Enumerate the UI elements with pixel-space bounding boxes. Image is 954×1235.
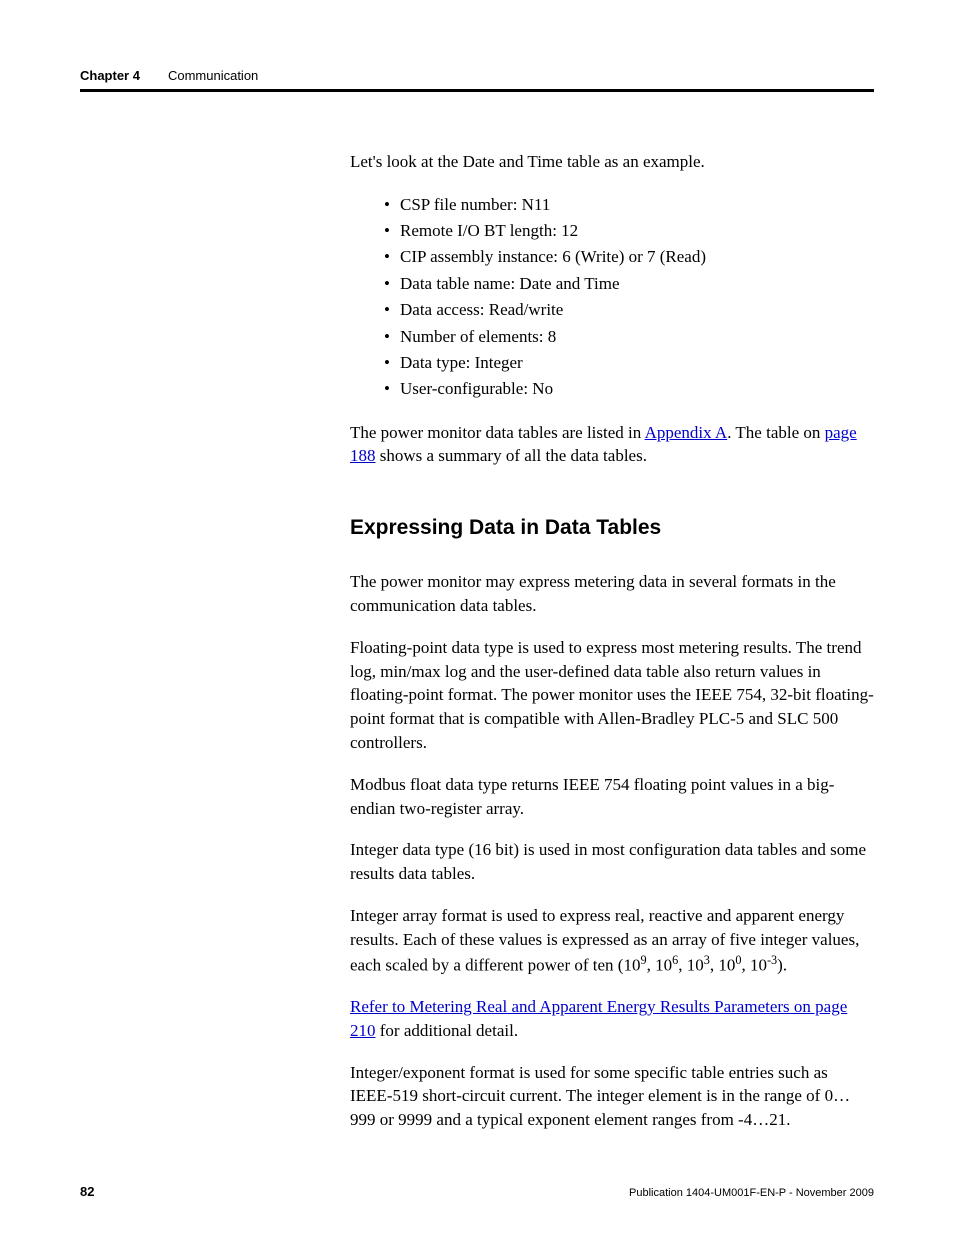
refer-paragraph: Refer to Metering Real and Apparent Ener…	[350, 995, 874, 1043]
text-span: , 10	[647, 955, 673, 974]
list-item: Number of elements: 8	[384, 324, 874, 350]
main-content: Let's look at the Date and Time table as…	[350, 150, 874, 1132]
body-paragraph: Integer/exponent format is used for some…	[350, 1061, 874, 1132]
intro-paragraph: Let's look at the Date and Time table as…	[350, 150, 874, 174]
text-span: shows a summary of all the data tables.	[376, 446, 647, 465]
exponent: -3	[767, 953, 777, 967]
text-span: , 10	[710, 955, 736, 974]
body-paragraph: The power monitor may express metering d…	[350, 570, 874, 618]
body-paragraph: Floating-point data type is used to expr…	[350, 636, 874, 755]
publication-info: Publication 1404-UM001F-EN-P - November …	[629, 1187, 874, 1199]
list-item: CSP file number: N11	[384, 192, 874, 218]
text-span: ).	[777, 955, 787, 974]
text-span: , 10	[678, 955, 704, 974]
page-footer: 82 Publication 1404-UM001F-EN-P - Novemb…	[80, 1184, 874, 1199]
text-span: The power monitor data tables are listed…	[350, 423, 645, 442]
list-item: Remote I/O BT length: 12	[384, 218, 874, 244]
appendix-paragraph: The power monitor data tables are listed…	[350, 421, 874, 469]
list-item: CIP assembly instance: 6 (Write) or 7 (R…	[384, 244, 874, 270]
body-paragraph: Modbus float data type returns IEEE 754 …	[350, 773, 874, 821]
section-heading: Expressing Data in Data Tables	[350, 516, 874, 540]
chapter-title: Communication	[168, 68, 258, 83]
integer-array-paragraph: Integer array format is used to express …	[350, 904, 874, 977]
attribute-list: CSP file number: N11 Remote I/O BT lengt…	[384, 192, 874, 403]
appendix-a-link[interactable]: Appendix A	[645, 423, 728, 442]
text-span: . The table on	[727, 423, 824, 442]
text-span: , 10	[741, 955, 767, 974]
list-item: Data table name: Date and Time	[384, 271, 874, 297]
page-number: 82	[80, 1184, 94, 1199]
chapter-label: Chapter 4	[80, 68, 140, 83]
list-item: User-configurable: No	[384, 376, 874, 402]
text-span: for additional detail.	[376, 1021, 519, 1040]
list-item: Data access: Read/write	[384, 297, 874, 323]
list-item: Data type: Integer	[384, 350, 874, 376]
body-paragraph: Integer data type (16 bit) is used in mo…	[350, 838, 874, 886]
page-header: Chapter 4 Communication	[80, 68, 874, 92]
